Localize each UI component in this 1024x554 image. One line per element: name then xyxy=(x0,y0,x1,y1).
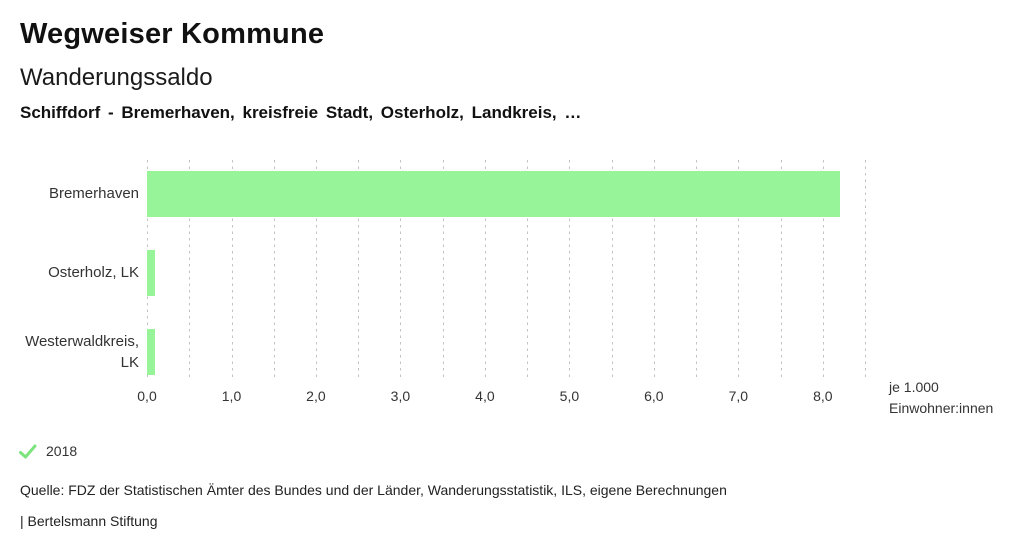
gridline xyxy=(442,160,444,378)
gridline xyxy=(400,160,402,378)
x-tick-label: 8,0 xyxy=(813,388,833,404)
gridline xyxy=(611,160,613,378)
gridline xyxy=(189,160,191,378)
gridline xyxy=(358,160,360,378)
axis-unit-line2: Einwohner:innen xyxy=(889,400,994,416)
gridline xyxy=(822,160,824,378)
plot-area xyxy=(147,160,866,378)
x-tick-label: 2,0 xyxy=(306,388,326,404)
source-text: Quelle: FDZ der Statistischen Ämter des … xyxy=(20,482,727,498)
check-icon xyxy=(19,444,37,459)
category-axis: Bremerhaven Osterholz, LK Westerwaldkreis,… xyxy=(0,160,139,378)
x-tick-label: 0,0 xyxy=(137,388,157,404)
chart-title: Wanderungssaldo xyxy=(20,64,213,91)
x-tick-label: 5,0 xyxy=(559,388,580,404)
gridline xyxy=(231,160,233,378)
bar[interactable] xyxy=(147,328,156,375)
bar-chart: Bremerhaven Osterholz, LK Westerwaldkreis,… xyxy=(0,150,1024,440)
axis-unit-label: je 1.000 Einwohner:innen xyxy=(889,377,993,419)
x-tick-label: 1,0 xyxy=(221,388,242,404)
category-label: Westerwaldkreis, LK xyxy=(25,332,139,371)
bar[interactable] xyxy=(147,249,156,296)
chart-selection: Schiffdorf - Bremerhaven, kreisfreie Sta… xyxy=(20,103,582,122)
gridline xyxy=(484,160,486,378)
gridline xyxy=(780,160,782,378)
axis-unit-line1: je 1.000 xyxy=(889,379,939,395)
legend-label: 2018 xyxy=(46,443,78,459)
x-tick-label: 6,0 xyxy=(644,388,664,404)
gridline xyxy=(865,160,866,378)
x-tick-label: 3,0 xyxy=(390,388,411,404)
x-tick-label: 4,0 xyxy=(475,388,495,404)
category-label: Bremerhaven xyxy=(48,185,139,202)
brand-text: | Bertelsmann Stiftung xyxy=(20,513,158,529)
gridline xyxy=(738,160,740,378)
value-axis: 0,0 1,0 2,0 3,0 4,0 5,0 6,0 7,0 8,0 xyxy=(137,388,865,408)
gridline xyxy=(527,160,529,378)
gridline xyxy=(696,160,698,378)
x-tick-label: 7,0 xyxy=(728,388,749,404)
gridline xyxy=(569,160,571,378)
legend-item-2018[interactable]: 2018 xyxy=(19,443,77,459)
app-title: Wegweiser Kommune xyxy=(20,18,325,50)
gridline xyxy=(653,160,655,378)
bar[interactable] xyxy=(147,170,840,217)
gridline xyxy=(315,160,317,378)
category-label: Osterholz, LK xyxy=(48,264,139,281)
gridline xyxy=(273,160,275,378)
